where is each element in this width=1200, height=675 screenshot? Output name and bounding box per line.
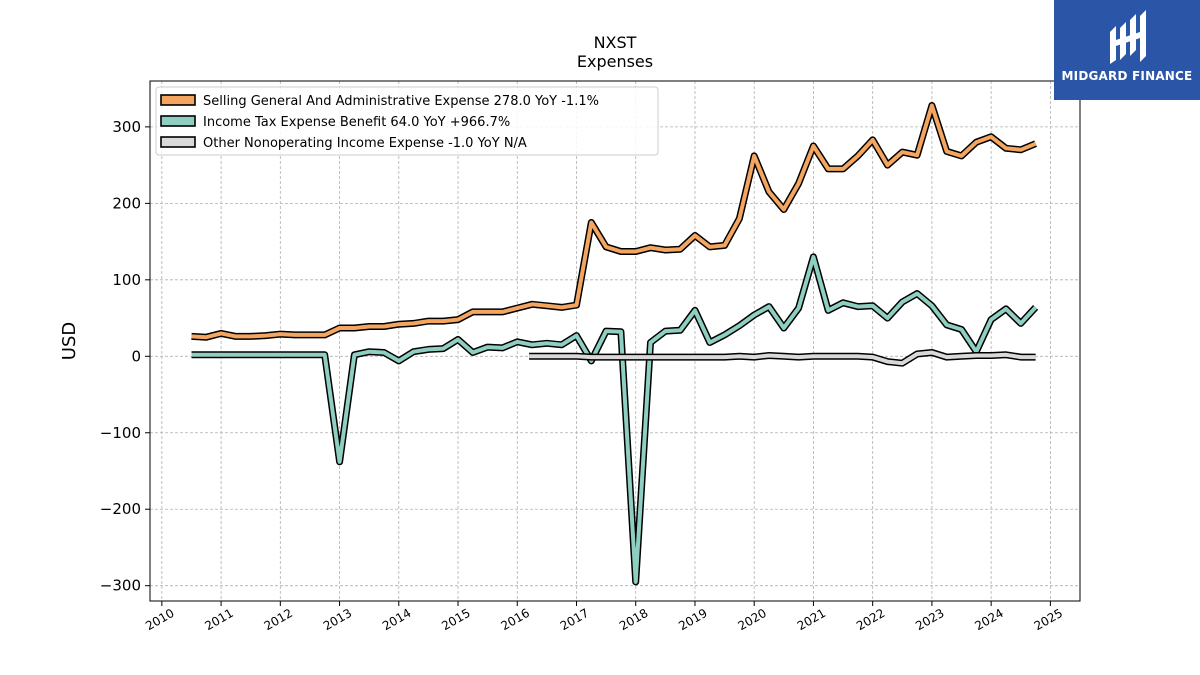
logo-text: MIDGARD FINANCE <box>1061 69 1193 83</box>
legend-label-2: Other Nonoperating Income Expense -1.0 Y… <box>203 136 527 151</box>
series-layer <box>191 102 1039 586</box>
series-outline-1 <box>191 253 1039 586</box>
axes: −300 −200 −100 0 100 200 300 2010 2011 2012 2013 20… <box>100 118 1065 633</box>
x-tick-label: 2020 <box>735 606 768 633</box>
x-tick-label: 2024 <box>972 606 1005 633</box>
x-tick-label: 2017 <box>558 606 591 633</box>
legend-label-1: Income Tax Expense Benefit 64.0 YoY +966… <box>203 115 510 130</box>
legend-label-0: Selling General And Administrative Expen… <box>203 94 599 109</box>
y-tick-label: 200 <box>112 194 141 212</box>
legend-swatch-0 <box>160 94 196 106</box>
logo-mark-icon <box>1110 10 1146 64</box>
x-tick-label: 2015 <box>439 606 472 633</box>
x-tick-label: 2025 <box>1032 606 1065 633</box>
y-tick-label: 300 <box>112 118 141 136</box>
series-line-0 <box>191 103 1037 340</box>
legend: Selling General And Administrative Expen… <box>155 86 659 156</box>
x-tick-label: 2021 <box>795 606 828 633</box>
x-tick-label: 2018 <box>617 606 650 633</box>
legend-swatch-2 <box>160 136 196 148</box>
midgard-finance-logo: MIDGARD FINANCE <box>1054 0 1200 100</box>
y-axis-label: USD <box>59 322 80 360</box>
x-tick-label: 2010 <box>143 606 176 633</box>
series-line-2 <box>529 350 1036 366</box>
x-tick-label: 2012 <box>262 606 295 633</box>
plot-frame <box>149 80 1081 602</box>
y-tick-label: −200 <box>100 500 141 518</box>
chart-subtitle: Expenses <box>577 52 653 71</box>
y-tick-label: 100 <box>112 271 141 289</box>
y-tick-label: −100 <box>100 424 141 442</box>
grid <box>150 81 1080 601</box>
x-tick-label: 2011 <box>202 606 235 633</box>
x-tick-label: 2014 <box>380 606 413 633</box>
y-tick-label: 0 <box>131 347 141 365</box>
x-tick-label: 2013 <box>321 606 354 633</box>
y-tick-label: −300 <box>100 577 141 595</box>
legend-box <box>155 86 659 156</box>
series-line-1 <box>191 254 1038 584</box>
x-tick-label: 2016 <box>499 606 532 633</box>
x-tick-label: 2019 <box>676 606 709 633</box>
x-tick-label: 2023 <box>913 606 946 633</box>
chart-title: NXST <box>594 33 637 52</box>
legend-swatch-1 <box>160 115 196 127</box>
x-tick-label: 2022 <box>854 606 887 633</box>
